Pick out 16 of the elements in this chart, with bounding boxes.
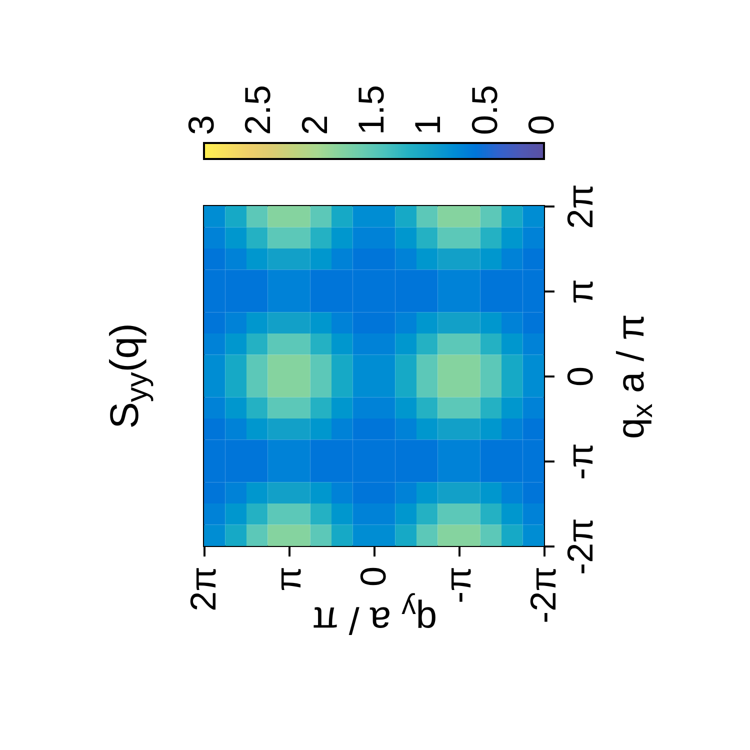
color-bar-label: 3 [180,114,222,135]
x-tick-label: π [267,566,308,592]
color-bar-label: 0.5 [464,84,505,135]
color-bar-label: 1.5 [350,84,392,135]
color-bar-label: 0 [520,114,562,135]
y-tick-label: π [560,279,600,304]
color-bar-label: 1 [407,114,448,135]
y-tick-label: 2π [560,184,600,229]
y-tick-label: 0 [560,366,600,387]
x-tick-label: -π [438,566,479,604]
x-tick-label: -2π [522,566,564,624]
color-bar-label: 2 [294,114,335,135]
x-tick-label: 2π [182,566,224,612]
y-tick-label: -π [560,443,600,480]
color-bar-label: 2.5 [237,84,278,135]
x-tick-label: 0 [352,566,394,587]
